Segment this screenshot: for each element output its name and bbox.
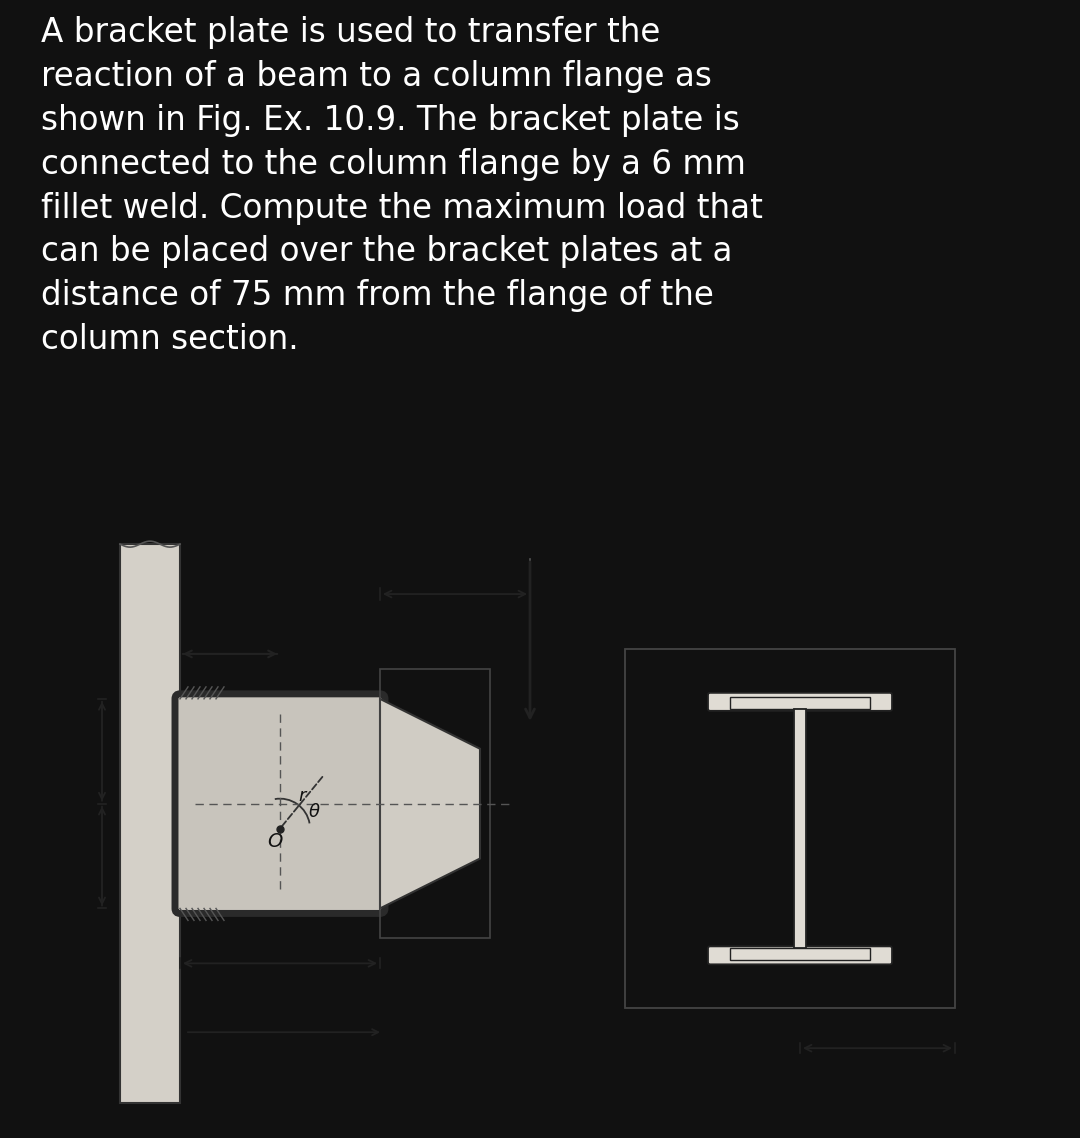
Bar [730, 696, 870, 709]
Bar [625, 649, 955, 1008]
Text: 75 mm: 75 mm [423, 568, 487, 586]
Text: 200 mm: 200 mm [243, 965, 318, 983]
Text: 75 mm: 75 mm [846, 1053, 909, 1070]
FancyBboxPatch shape [708, 693, 892, 711]
Text: I.S.H.B. 300: I.S.H.B. 300 [384, 1009, 489, 1028]
Bar [380, 669, 490, 939]
Bar [120, 544, 180, 1103]
Text: A bracket plate is used to transfer the
reaction of a beam to a column flange as: A bracket plate is used to transfer the … [41, 16, 762, 356]
Text: r: r [298, 786, 306, 805]
Text: P: P [536, 538, 552, 558]
Polygon shape [380, 699, 480, 908]
Text: O: O [268, 832, 283, 850]
Bar [730, 948, 870, 960]
Bar [794, 709, 806, 948]
Text: 2P: 2P [973, 818, 1004, 839]
Text: @ 576.8 N/m: @ 576.8 N/m [384, 1037, 503, 1055]
Text: 100 mm: 100 mm [25, 742, 94, 760]
Text: $\theta$: $\theta$ [308, 802, 321, 820]
FancyBboxPatch shape [175, 694, 384, 914]
FancyBboxPatch shape [708, 947, 892, 964]
Text: 100 mm: 100 mm [25, 847, 94, 865]
Text: Fig. Ex. 10.9: Fig. Ex. 10.9 [462, 1097, 618, 1118]
Text: $\bar{x}$: $\bar{x}$ [222, 629, 238, 648]
